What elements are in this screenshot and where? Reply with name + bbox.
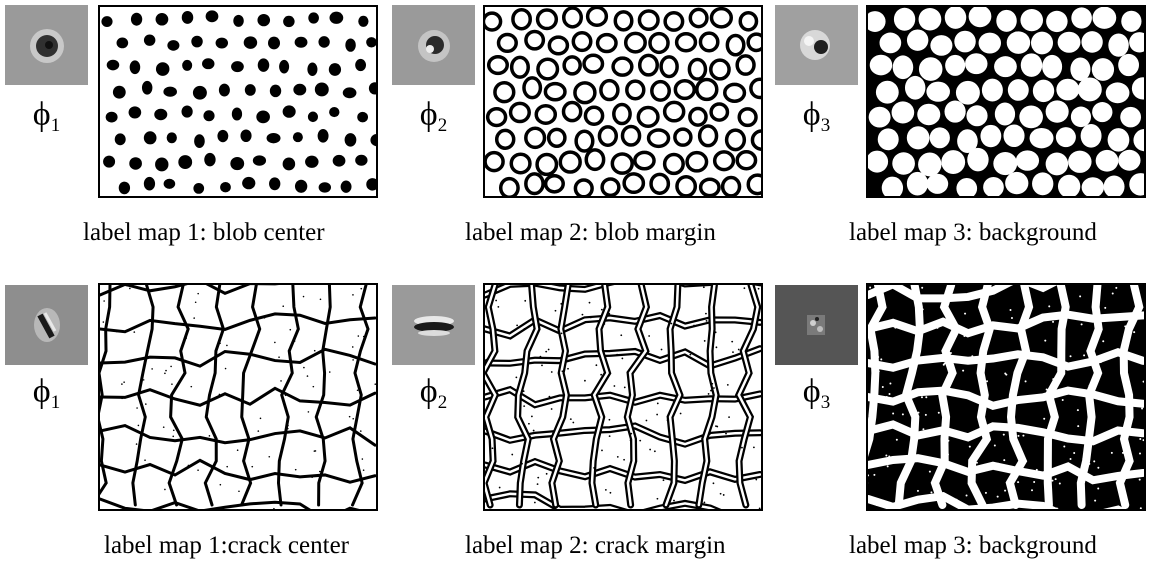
caption-crack-background: label map 3: background xyxy=(849,532,1097,559)
filter-thumbnail-crack-2 xyxy=(392,285,475,365)
filter-label-blob-3: ϕ3 xyxy=(802,96,831,136)
label-map-blob-margin xyxy=(483,5,763,198)
filter-thumbnail-blob-2 xyxy=(392,5,475,85)
label-map-blob-center xyxy=(98,5,378,198)
caption-crack-center: label map 1:crack center xyxy=(104,532,349,559)
filter-label-crack-1: ϕ1 xyxy=(32,373,61,413)
filter-label-blob-2: ϕ2 xyxy=(419,96,448,136)
caption-blob-margin: label map 2: blob margin xyxy=(465,219,716,246)
filter-thumbnail-crack-3 xyxy=(775,285,858,365)
filter-thumbnail-blob-3 xyxy=(775,5,858,85)
label-map-crack-margin xyxy=(483,283,763,511)
filter-label-blob-1: ϕ1 xyxy=(32,96,61,136)
caption-crack-margin: label map 2: crack margin xyxy=(465,532,726,559)
filter-thumbnail-blob-1 xyxy=(5,5,88,85)
label-map-crack-center xyxy=(98,283,378,511)
caption-blob-background: label map 3: background xyxy=(849,219,1097,246)
filter-label-crack-3: ϕ3 xyxy=(802,373,831,413)
filter-label-crack-2: ϕ2 xyxy=(419,373,448,413)
caption-blob-center: label map 1: blob center xyxy=(83,219,325,246)
label-map-crack-background xyxy=(866,283,1146,511)
label-map-blob-background xyxy=(866,5,1146,198)
filter-thumbnail-crack-1 xyxy=(5,285,88,365)
